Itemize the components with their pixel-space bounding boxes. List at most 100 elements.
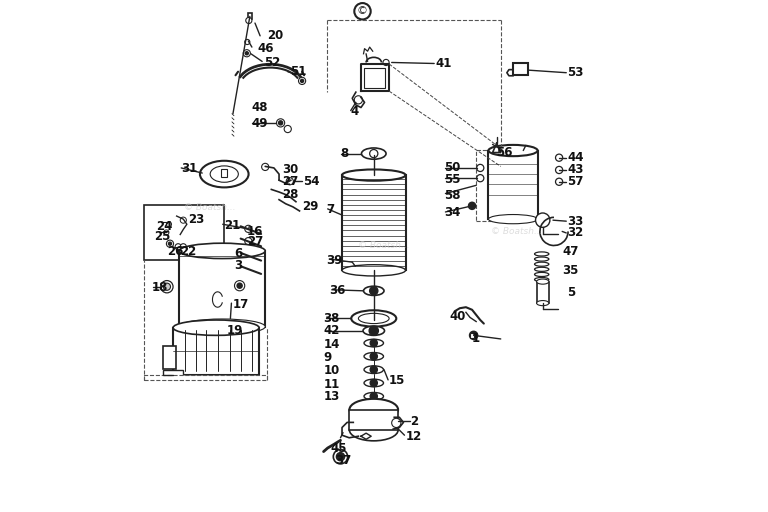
Ellipse shape	[537, 301, 549, 306]
Text: 34: 34	[445, 206, 461, 220]
Circle shape	[469, 331, 478, 339]
Text: 38: 38	[323, 312, 340, 325]
Bar	[363, 68, 385, 88]
Bar	[163, 346, 176, 369]
Text: 52: 52	[263, 56, 280, 69]
Circle shape	[392, 418, 401, 428]
Ellipse shape	[349, 419, 398, 441]
Bar	[248, 13, 252, 19]
Text: © Boatsh...: © Boatsh...	[492, 227, 543, 236]
Bar	[179, 251, 265, 327]
Ellipse shape	[488, 215, 538, 224]
Ellipse shape	[363, 286, 384, 295]
Text: 7: 7	[326, 203, 335, 217]
Circle shape	[333, 450, 348, 464]
Bar	[349, 410, 398, 430]
Text: 19: 19	[227, 324, 243, 337]
Text: 5: 5	[568, 286, 575, 300]
Bar	[144, 205, 223, 260]
Circle shape	[167, 222, 171, 227]
Ellipse shape	[488, 145, 538, 156]
Circle shape	[299, 77, 306, 84]
Ellipse shape	[351, 310, 396, 327]
Circle shape	[164, 283, 170, 290]
Ellipse shape	[349, 399, 398, 420]
Ellipse shape	[179, 243, 265, 259]
Circle shape	[276, 119, 285, 127]
Circle shape	[354, 3, 371, 19]
Text: 48: 48	[252, 101, 268, 114]
Text: 44: 44	[568, 151, 584, 164]
Ellipse shape	[535, 257, 549, 261]
Text: 56: 56	[495, 146, 512, 159]
Circle shape	[286, 178, 293, 185]
Circle shape	[354, 96, 362, 104]
Bar	[144, 375, 267, 380]
Text: 22: 22	[180, 245, 197, 259]
Bar	[470, 333, 474, 338]
Bar	[537, 282, 549, 303]
Ellipse shape	[173, 320, 259, 335]
Text: 17: 17	[233, 297, 249, 311]
Ellipse shape	[535, 278, 549, 282]
Text: © Boatsh...: © Boatsh...	[184, 203, 236, 212]
Circle shape	[369, 287, 378, 295]
Text: 11: 11	[323, 377, 339, 391]
Circle shape	[161, 281, 173, 293]
Text: 36: 36	[329, 284, 345, 297]
Circle shape	[468, 202, 475, 209]
Ellipse shape	[364, 339, 383, 347]
Text: 25: 25	[154, 230, 171, 243]
Text: 40: 40	[449, 310, 466, 323]
Text: 41: 41	[435, 57, 452, 70]
Circle shape	[555, 178, 563, 185]
Text: 37: 37	[336, 454, 352, 467]
Text: 27: 27	[283, 175, 299, 188]
Circle shape	[369, 326, 379, 335]
Circle shape	[245, 252, 252, 259]
Text: ©: ©	[357, 6, 368, 16]
Circle shape	[167, 240, 174, 247]
Text: 49: 49	[252, 117, 268, 131]
Text: © Boatsh...: © Boatsh...	[358, 241, 410, 250]
Bar	[173, 328, 259, 375]
Text: 51: 51	[290, 65, 306, 78]
Text: 12: 12	[406, 430, 422, 443]
Ellipse shape	[342, 169, 406, 181]
Text: 58: 58	[445, 189, 461, 202]
Ellipse shape	[535, 262, 549, 266]
Text: 26: 26	[167, 245, 184, 259]
Ellipse shape	[364, 392, 383, 400]
Ellipse shape	[363, 326, 385, 335]
Text: 8: 8	[340, 147, 349, 160]
Circle shape	[555, 154, 563, 161]
Circle shape	[245, 238, 252, 245]
Text: 53: 53	[568, 66, 584, 79]
Bar	[221, 169, 227, 177]
Circle shape	[370, 366, 377, 373]
Circle shape	[336, 453, 345, 461]
Bar	[513, 63, 528, 75]
Circle shape	[180, 217, 187, 223]
Text: 23: 23	[188, 212, 204, 226]
Text: 27: 27	[247, 235, 263, 248]
Circle shape	[245, 52, 248, 55]
Circle shape	[369, 150, 378, 158]
Text: 20: 20	[267, 29, 283, 42]
Text: 2: 2	[411, 415, 419, 429]
Ellipse shape	[364, 366, 383, 374]
Text: 24: 24	[156, 220, 173, 233]
Circle shape	[180, 244, 187, 250]
Ellipse shape	[200, 161, 249, 187]
Text: 29: 29	[302, 200, 319, 214]
Circle shape	[245, 265, 252, 272]
Text: 15: 15	[389, 374, 406, 388]
Circle shape	[245, 39, 250, 45]
Ellipse shape	[179, 319, 265, 334]
Ellipse shape	[364, 352, 383, 360]
Circle shape	[477, 175, 484, 182]
Text: 3: 3	[234, 259, 243, 272]
Text: 47: 47	[562, 245, 578, 259]
Text: 1: 1	[472, 332, 480, 346]
Text: 14: 14	[323, 337, 340, 351]
